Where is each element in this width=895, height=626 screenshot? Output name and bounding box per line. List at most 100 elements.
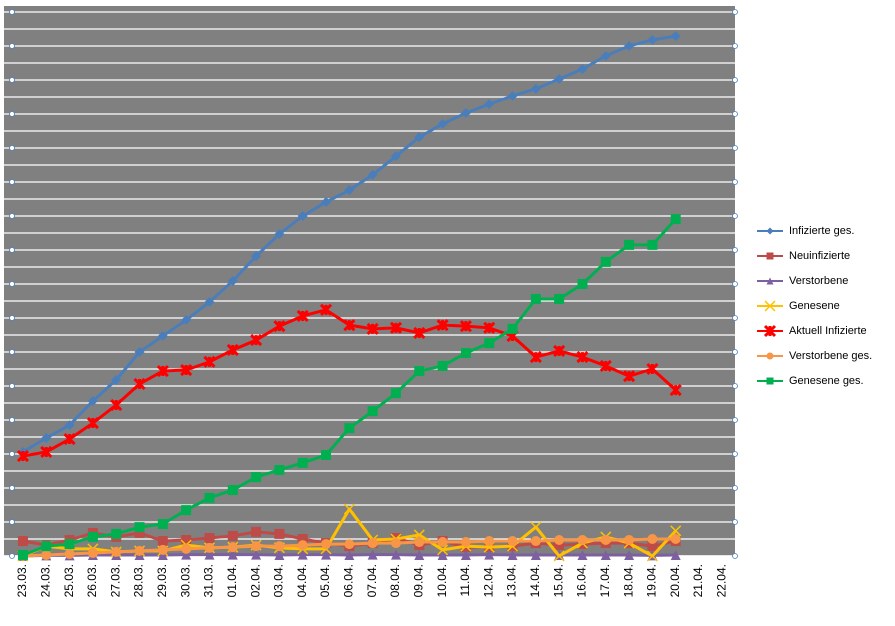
- data-marker: [321, 197, 332, 208]
- y2-tick-mark: [732, 553, 738, 559]
- data-marker: [437, 549, 448, 560]
- data-marker: [204, 532, 215, 543]
- data-marker: [554, 540, 565, 551]
- x-tick-label: 18.04.: [621, 564, 635, 597]
- y2-tick-mark: [732, 111, 738, 117]
- data-marker: [134, 347, 145, 357]
- data-marker: [181, 505, 192, 516]
- data-marker: [390, 151, 401, 162]
- legend-marker: [766, 277, 774, 285]
- data-marker: [529, 351, 542, 364]
- data-marker: [344, 539, 355, 550]
- data-marker: [251, 549, 262, 560]
- data-marker: [134, 527, 145, 538]
- data-marker: [227, 275, 238, 286]
- legend-label: Aktuell Infizierte: [789, 325, 867, 337]
- y-tick-mark: [9, 451, 15, 457]
- data-marker: [273, 320, 286, 333]
- data-marker: [530, 83, 541, 94]
- y2-tick-mark: [732, 43, 738, 49]
- data-marker: [110, 398, 123, 412]
- data-marker: [367, 406, 378, 417]
- y2-tick-mark: [732, 281, 738, 287]
- data-marker: [251, 526, 262, 537]
- data-marker: [204, 492, 215, 503]
- x-tick-label: 11.04.: [458, 564, 472, 596]
- x-tick-label: 28.03.: [132, 564, 146, 597]
- data-marker: [41, 433, 52, 444]
- y2-tick-mark: [732, 519, 738, 525]
- y-tick-mark: [9, 553, 15, 559]
- data-marker: [577, 535, 588, 546]
- y2-tick-mark: [732, 383, 738, 389]
- y2-tick-mark: [732, 213, 738, 219]
- data-marker: [624, 549, 635, 560]
- data-marker: [227, 542, 238, 553]
- y-tick-mark: [9, 111, 15, 117]
- x-tick-label: 01.04.: [225, 564, 239, 597]
- data-marker: [460, 348, 471, 359]
- data-marker: [157, 549, 168, 560]
- data-marker: [437, 544, 449, 556]
- data-marker: [157, 536, 168, 547]
- data-marker: [204, 542, 215, 553]
- x-tick-label: 23.03.: [15, 564, 29, 597]
- y-tick-mark: [9, 417, 15, 423]
- data-marker: [366, 322, 379, 335]
- data-marker: [63, 432, 76, 446]
- data-marker: [577, 279, 588, 289]
- data-marker: [507, 549, 518, 560]
- data-marker: [343, 503, 355, 515]
- x-tick-label: 24.03.: [38, 564, 52, 597]
- data-marker: [577, 549, 588, 560]
- y-tick-mark: [9, 315, 15, 321]
- data-marker: [553, 344, 566, 358]
- data-marker: [111, 528, 122, 539]
- x-tick-label: 26.03.: [85, 564, 99, 597]
- data-marker: [367, 169, 378, 180]
- y-tick-mark: [9, 349, 15, 355]
- data-marker: [204, 549, 215, 560]
- y2-tick-mark: [732, 485, 738, 491]
- x-tick-label: 22.04.: [715, 564, 729, 597]
- data-marker: [111, 374, 122, 385]
- data-marker: [554, 293, 565, 304]
- data-marker: [41, 549, 52, 560]
- data-marker: [436, 319, 449, 332]
- data-marker: [624, 535, 635, 546]
- x-tick-label: 05.04.: [318, 564, 332, 597]
- data-marker: [530, 521, 542, 533]
- data-marker: [16, 449, 30, 463]
- data-marker: [41, 541, 52, 552]
- y-tick-mark: [9, 485, 15, 491]
- data-marker: [297, 211, 308, 221]
- legend-marker: [766, 252, 774, 260]
- x-tick-label: 30.03.: [178, 564, 192, 597]
- data-marker: [413, 529, 425, 541]
- y-tick-mark: [9, 77, 15, 83]
- data-marker: [484, 536, 495, 547]
- legend-marker: [764, 300, 776, 312]
- x-tick-label: 10.04.: [435, 564, 449, 597]
- y-tick-mark: [9, 383, 15, 389]
- data-marker: [251, 251, 262, 262]
- x-tick-label: 25.03.: [62, 564, 76, 597]
- data-marker: [156, 364, 169, 378]
- data-marker: [227, 549, 238, 560]
- data-marker: [484, 99, 495, 110]
- data-marker: [414, 366, 425, 377]
- data-marker: [507, 323, 518, 334]
- data-marker: [297, 540, 308, 551]
- y-tick-mark: [9, 43, 15, 49]
- data-marker: [530, 293, 541, 304]
- data-marker: [157, 331, 168, 342]
- x-tick-label: 03.04.: [272, 564, 286, 597]
- data-marker: [414, 549, 425, 560]
- legend-marker: [766, 227, 774, 235]
- legend-marker: [766, 352, 774, 360]
- data-marker: [40, 445, 53, 459]
- data-marker: [367, 549, 378, 560]
- x-tick-label: 02.04.: [248, 564, 262, 597]
- y-tick-mark: [9, 213, 15, 219]
- x-tick-label: 15.04.: [551, 564, 565, 597]
